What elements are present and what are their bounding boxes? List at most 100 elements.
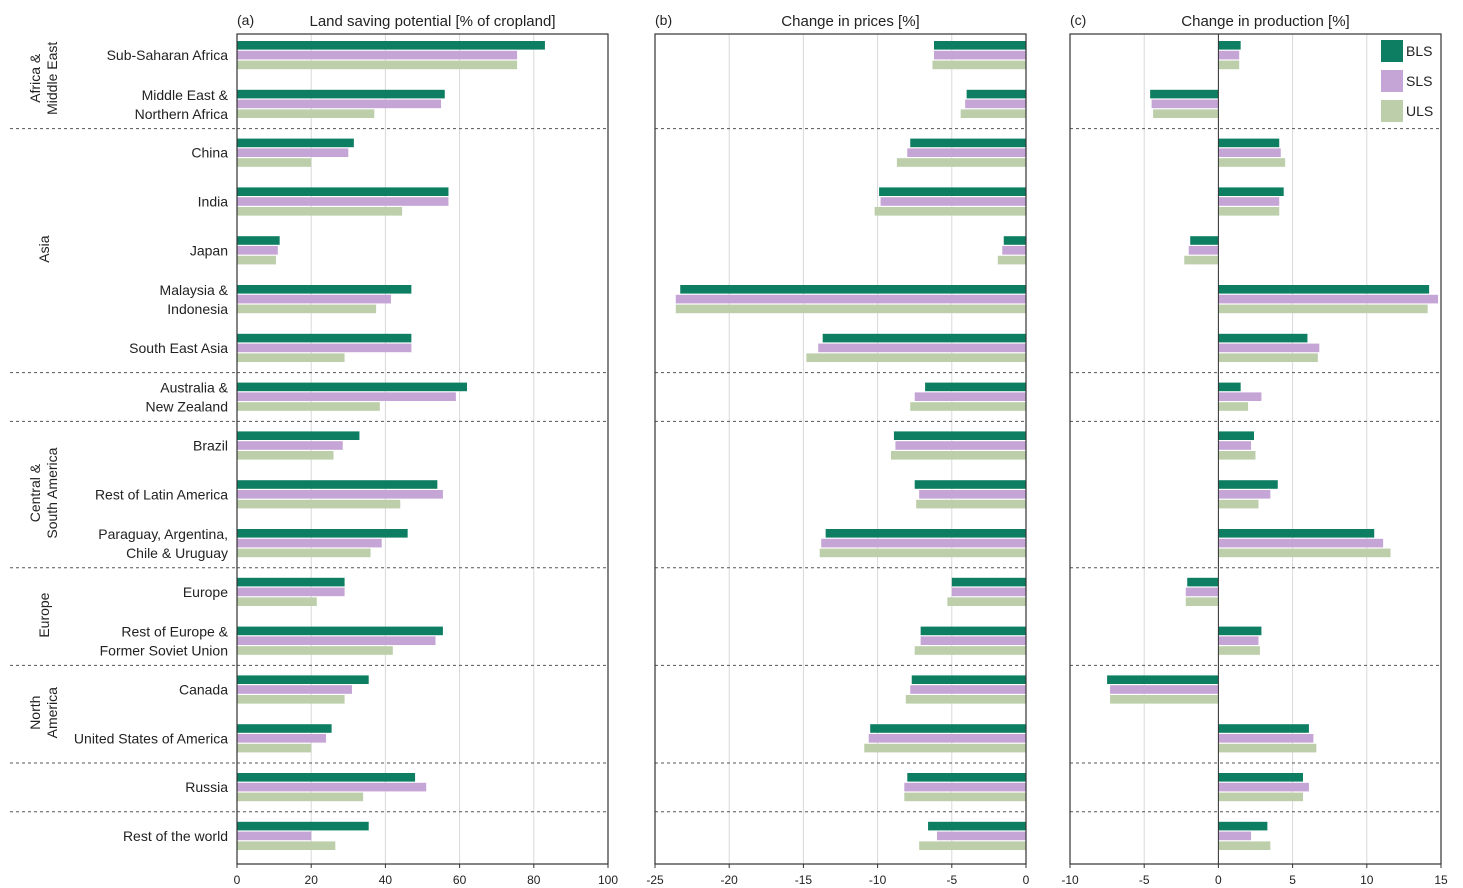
category-label-rest-of-the-world: Rest of the world — [123, 828, 228, 844]
bar-uls-rest-of-the-world — [237, 841, 336, 850]
category-label-rest-of-latin-america: Rest of Latin America — [95, 486, 228, 502]
bar-bls-russia — [237, 773, 416, 782]
bar-sls-russia — [904, 782, 1026, 792]
bar-bls-russia — [907, 773, 1026, 782]
bar-bls-india — [1218, 187, 1284, 196]
bar-bls-china — [237, 138, 354, 148]
bar-sls-australia-new-zealand — [914, 392, 1026, 401]
category-label-europe: Europe — [183, 584, 228, 600]
bar-sls-rest-of-europe-former-soviet-union — [920, 636, 1026, 645]
bar-bls-united-states-of-america — [870, 724, 1026, 733]
bar-sls-india — [237, 197, 449, 206]
bar-uls-europe — [947, 597, 1026, 606]
bar-uls-brazil — [1218, 451, 1256, 460]
x-tick-label: -15 — [795, 873, 813, 887]
category-label-canada: Canada — [179, 682, 228, 698]
bar-uls-india — [237, 207, 403, 216]
bar-bls-paraguay-argentina-chile-uruguay — [237, 529, 408, 538]
bar-uls-middle-east-northern-africa — [237, 109, 375, 118]
bar-sls-russia — [1218, 782, 1309, 792]
bar-bls-middle-east-northern-africa — [966, 89, 1026, 99]
bar-sls-paraguay-argentina-chile-uruguay — [1218, 538, 1384, 548]
bar-bls-rest-of-the-world — [1218, 821, 1268, 831]
bar-uls-rest-of-europe-former-soviet-union — [237, 646, 393, 655]
bar-uls-japan — [1184, 255, 1219, 265]
bar-sls-europe — [237, 587, 345, 597]
x-tick-label: -10 — [869, 873, 887, 887]
panel-3: -10 -5 0 5 10 15 (c) Change in production [%] BL… — [1061, 12, 1448, 887]
bar-bls-china — [910, 138, 1026, 148]
bar-bls-paraguay-argentina-chile-uruguay — [825, 529, 1026, 538]
bar-sls-japan — [237, 246, 278, 255]
bar-bls-united-states-of-america — [1218, 724, 1309, 733]
x-tick-label: -5 — [1139, 873, 1150, 887]
bar-sls-canada — [237, 685, 353, 694]
bar-uls-australia-new-zealand — [910, 402, 1026, 411]
bar-uls-sub-saharan-africa — [932, 60, 1026, 70]
panel-2: -25 -20 -15 -10 -5 0 (b) Change in prices [%] — [646, 12, 1029, 887]
plot-frame — [1069, 33, 1442, 865]
bar-sls-rest-of-the-world — [237, 831, 312, 841]
bar-sls-rest-of-latin-america — [919, 490, 1026, 499]
bar-sls-sub-saharan-africa — [933, 50, 1026, 60]
bar-bls-rest-of-europe-former-soviet-union — [237, 626, 443, 636]
category-label-china: China — [191, 145, 228, 161]
bar-sls-rest-of-the-world — [936, 831, 1026, 841]
bar-sls-rest-of-latin-america — [1218, 490, 1271, 499]
panel-title: Land saving potential [% of cropland] — [310, 13, 556, 30]
bar-bls-middle-east-northern-africa — [237, 89, 445, 99]
bar-uls-brazil — [237, 451, 334, 460]
bar-sls-rest-of-latin-america — [237, 490, 443, 499]
x-tick-label: -25 — [646, 873, 664, 887]
bar-sls-south-east-asia — [818, 343, 1026, 353]
bar-bls-europe — [237, 577, 345, 587]
bar-sls-brazil — [895, 441, 1026, 450]
bar-uls-malaysia-indonesia — [675, 304, 1026, 314]
bar-uls-south-east-asia — [237, 353, 345, 362]
x-tick-label: 40 — [379, 873, 393, 887]
bar-bls-japan — [1003, 236, 1026, 245]
category-label-united-states-of-america: United States of America — [74, 730, 228, 746]
bar-sls-india — [880, 197, 1026, 206]
bar-uls-united-states-of-america — [237, 743, 312, 753]
bar-bls-malaysia-indonesia — [237, 285, 412, 294]
bar-sls-australia-new-zealand — [1218, 392, 1262, 401]
panel-letter: (c) — [1070, 12, 1086, 28]
bar-uls-canada — [1110, 695, 1219, 704]
bar-sls-middle-east-northern-africa — [237, 99, 442, 109]
x-tick-label: 60 — [453, 873, 467, 887]
bar-uls-china — [896, 158, 1026, 167]
x-tick-label: 10 — [1360, 873, 1374, 887]
bar-uls-south-east-asia — [1218, 353, 1318, 362]
legend-label-bls: BLS — [1406, 43, 1432, 59]
panel-title: Change in prices [%] — [781, 13, 919, 30]
bar-bls-middle-east-northern-africa — [1150, 89, 1219, 99]
x-tick-label: 80 — [527, 873, 541, 887]
bar-sls-south-east-asia — [237, 343, 412, 353]
bar-uls-india — [874, 207, 1026, 216]
bar-uls-australia-new-zealand — [237, 402, 380, 411]
group-label-europe: Europe — [36, 592, 52, 637]
bar-bls-malaysia-indonesia — [680, 285, 1026, 294]
bar-sls-europe — [951, 587, 1026, 597]
bar-bls-australia-new-zealand — [1218, 382, 1241, 392]
category-label-brazil: Brazil — [193, 438, 228, 454]
legend-swatch-uls — [1381, 100, 1403, 122]
bar-uls-japan — [997, 255, 1026, 265]
bar-sls-sub-saharan-africa — [237, 50, 518, 60]
bar-uls-rest-of-latin-america — [237, 499, 401, 509]
bar-uls-japan — [237, 255, 276, 265]
category-label-paraguay-argentina-chile-uruguay: Paraguay, Argentina, Chile & Uruguay — [98, 526, 228, 561]
bar-sls-malaysia-indonesia — [1218, 294, 1439, 304]
bar-uls-russia — [1218, 792, 1303, 802]
legend-swatch-sls — [1381, 70, 1403, 92]
bar-uls-rest-of-europe-former-soviet-union — [1218, 646, 1260, 655]
bar-bls-japan — [1190, 236, 1219, 245]
bar-uls-south-east-asia — [806, 353, 1026, 362]
panel-letter: (b) — [655, 12, 672, 28]
bar-uls-malaysia-indonesia — [1218, 304, 1428, 314]
bar-bls-rest-of-the-world — [237, 821, 369, 831]
bar-uls-united-states-of-america — [1218, 743, 1317, 753]
bar-bls-sub-saharan-africa — [933, 41, 1026, 50]
